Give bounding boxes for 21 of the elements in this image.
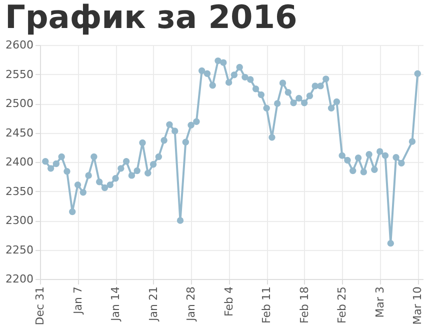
x-tick-label: Dec 31: [34, 286, 46, 326]
x-tick-label: Feb 25: [336, 286, 349, 324]
y-tick-label: 2200: [6, 272, 34, 286]
x-tick-label: Feb 11: [260, 286, 274, 324]
y-tick-label: 2350: [6, 184, 34, 198]
y-tick-label: 2600: [6, 38, 34, 52]
x-tick-label: Jan 14: [109, 286, 122, 322]
x-tick-label: Mar 10: [411, 286, 424, 325]
x-tick-label: Jan 28: [184, 286, 198, 322]
y-tick-label: 2300: [6, 214, 34, 227]
x-tick-label: Mar 3: [373, 286, 386, 318]
x-tick-label: Jan 21: [146, 286, 160, 322]
x-tick-label: Feb 18: [298, 286, 311, 324]
y-tick-label: 2450: [6, 126, 34, 140]
y-tick-label: 2250: [6, 243, 34, 256]
x-tick-label: Feb 4: [222, 286, 236, 316]
chart-title: График за 2016: [5, 0, 298, 36]
y-tick-label: 2400: [6, 156, 34, 168]
y-tick-label: 2500: [6, 97, 34, 110]
x-tick-label: Jan 7: [71, 286, 84, 315]
y-tick-label: 2550: [6, 68, 34, 81]
